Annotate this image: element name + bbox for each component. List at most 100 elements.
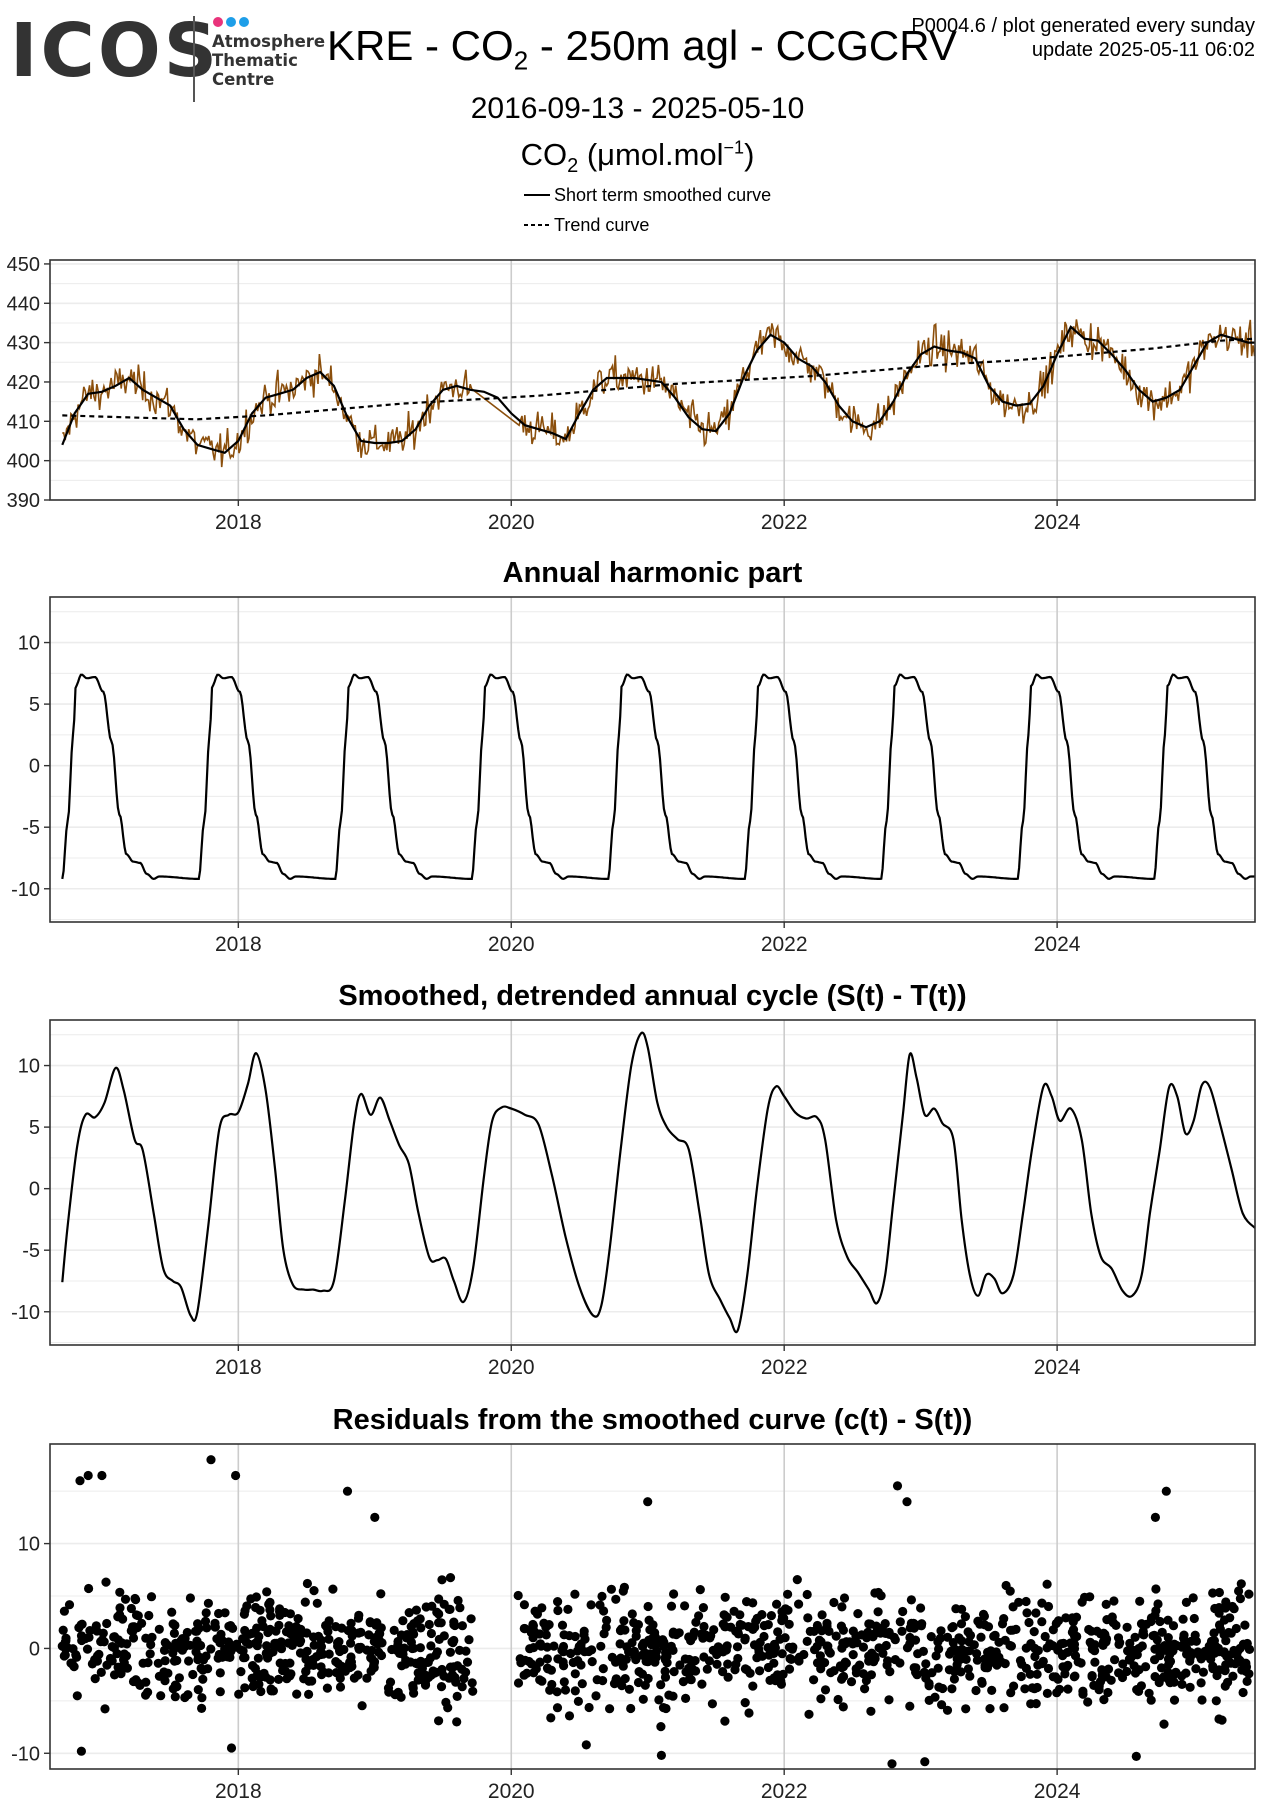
residual-point	[370, 1512, 380, 1522]
residual-point	[824, 1626, 834, 1636]
residual-point	[354, 1644, 364, 1654]
residual-point	[313, 1631, 324, 1641]
residual-point	[1053, 1674, 1063, 1684]
residual-point	[616, 1653, 626, 1663]
residual-point	[515, 1654, 525, 1664]
residual-point	[1226, 1658, 1236, 1668]
residual-point	[619, 1616, 629, 1626]
residual-point	[615, 1626, 626, 1636]
residual-point	[190, 1626, 201, 1636]
residual-point	[606, 1584, 617, 1594]
residual-point	[695, 1585, 705, 1595]
residual-point	[977, 1678, 987, 1688]
residual-point	[809, 1675, 819, 1685]
residual-point	[347, 1627, 357, 1637]
residual-point	[948, 1622, 958, 1632]
residual-point	[1211, 1696, 1221, 1706]
residual-point	[581, 1740, 591, 1750]
residual-point	[1063, 1684, 1073, 1694]
residual-point	[777, 1649, 787, 1659]
residual-point	[1153, 1599, 1163, 1609]
residual-point	[892, 1481, 903, 1491]
residual-point	[213, 1653, 223, 1663]
residual-point	[292, 1689, 302, 1699]
residual-point	[1094, 1682, 1104, 1692]
x-tick-label: 2022	[761, 933, 808, 956]
residual-point	[424, 1619, 434, 1630]
residual-point	[1061, 1613, 1071, 1623]
residual-point	[1159, 1719, 1169, 1729]
residual-point	[731, 1626, 741, 1636]
residual-point	[224, 1637, 234, 1647]
residual-point	[620, 1674, 630, 1684]
residual-point	[949, 1644, 959, 1654]
residual-point	[278, 1665, 288, 1676]
residual-point	[898, 1606, 908, 1617]
residual-point	[1048, 1625, 1058, 1635]
y-tick-label: 10	[18, 633, 40, 655]
residual-point	[853, 1609, 863, 1619]
residual-point	[1208, 1588, 1218, 1598]
residual-point	[1165, 1649, 1175, 1659]
residual-point	[626, 1703, 636, 1714]
residual-point	[1161, 1486, 1171, 1496]
residual-point	[591, 1691, 601, 1701]
residual-point	[1099, 1628, 1109, 1638]
residual-point	[1089, 1640, 1099, 1651]
residual-point	[100, 1704, 110, 1714]
residual-point	[513, 1590, 523, 1601]
residual-point	[144, 1610, 154, 1621]
residual-point	[184, 1656, 194, 1666]
residual-point	[769, 1639, 780, 1649]
residual-point	[535, 1629, 545, 1639]
residual-point	[215, 1638, 225, 1648]
residual-point	[301, 1666, 311, 1676]
residual-point	[755, 1666, 765, 1676]
residual-point	[882, 1660, 892, 1670]
residual-point	[91, 1621, 101, 1631]
legend-item-smoothed: Short term smoothed curve	[524, 180, 771, 210]
residual-point	[985, 1704, 995, 1714]
residual-point	[347, 1661, 357, 1671]
residual-point	[784, 1664, 795, 1674]
residual-point	[1011, 1624, 1021, 1634]
title-post: - 250m agl - CCGCRV	[528, 22, 957, 69]
residual-point	[1056, 1639, 1066, 1649]
residual-point	[937, 1700, 947, 1710]
residual-point	[97, 1470, 107, 1481]
residual-point	[253, 1636, 263, 1646]
y-tick-label: 430	[7, 333, 40, 355]
residual-point	[543, 1664, 553, 1674]
residual-point	[1063, 1660, 1073, 1670]
residual-point	[85, 1626, 95, 1636]
residual-point	[763, 1620, 773, 1630]
x-tick-label: 2024	[1034, 511, 1081, 534]
residual-point	[1042, 1643, 1052, 1653]
x-tick-label: 2024	[1034, 1356, 1081, 1379]
residual-point	[694, 1611, 704, 1621]
y-tick-label: 0	[29, 756, 40, 778]
residual-point	[954, 1633, 964, 1643]
residual-point	[421, 1602, 431, 1612]
residual-point	[889, 1632, 899, 1642]
residual-point	[1078, 1686, 1088, 1696]
residual-point	[784, 1619, 794, 1629]
residual-point	[94, 1649, 104, 1659]
residual-point	[931, 1651, 941, 1661]
legend-label: Short term smoothed curve	[554, 185, 772, 205]
residual-point	[952, 1654, 962, 1664]
residual-point	[658, 1703, 669, 1713]
residual-point	[829, 1666, 839, 1676]
residual-point	[965, 1671, 975, 1681]
residual-point	[920, 1757, 930, 1767]
logo-text: Atmosphere Thematic Centre	[212, 32, 325, 89]
residual-point	[972, 1649, 982, 1659]
residual-point	[668, 1645, 678, 1655]
residual-point	[453, 1595, 463, 1606]
residual-point	[529, 1643, 539, 1653]
y-tick-label: 10	[18, 1056, 40, 1078]
residual-point	[763, 1662, 774, 1673]
residual-point	[1168, 1621, 1179, 1631]
residual-point	[236, 1667, 246, 1677]
residual-point	[197, 1703, 207, 1713]
